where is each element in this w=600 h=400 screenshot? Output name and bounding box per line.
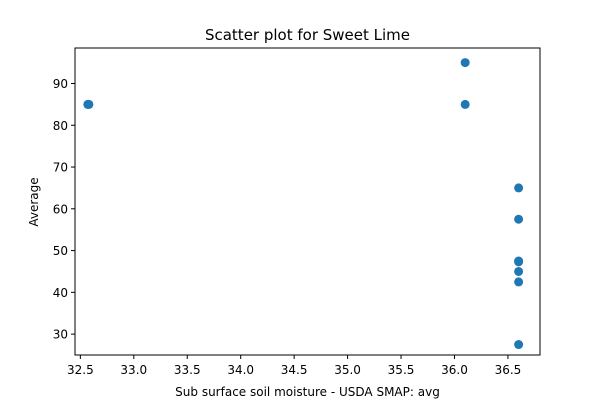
y-tick-label: 50 — [53, 244, 68, 258]
chart-title: Scatter plot for Sweet Lime — [205, 26, 410, 44]
y-tick-label: 80 — [53, 119, 68, 133]
x-tick-label: 34.5 — [281, 363, 308, 377]
x-tick-label: 34.0 — [227, 363, 254, 377]
scatter-point — [84, 99, 94, 109]
scatter-point — [460, 58, 470, 68]
x-tick-label: 35.0 — [334, 363, 361, 377]
y-tick-label: 90 — [53, 77, 68, 91]
y-tick-label: 40 — [53, 286, 68, 300]
scatter-point — [514, 340, 524, 350]
x-tick-label: 36.5 — [495, 363, 522, 377]
scatter-point — [460, 99, 470, 109]
y-tick-label: 60 — [53, 202, 68, 216]
scatter-point — [514, 277, 524, 287]
x-tick-label: 33.5 — [174, 363, 201, 377]
scatter-point — [514, 257, 524, 267]
x-tick-label: 35.5 — [388, 363, 415, 377]
y-axis: 30 40 50 60 70 80 90 — [53, 77, 75, 342]
x-axis-label: Sub surface soil moisture - USDA SMAP: a… — [175, 385, 440, 399]
x-tick-label: 32.5 — [67, 363, 94, 377]
plot-frame — [74, 47, 541, 356]
x-axis: 32.5 33.0 33.5 34.0 34.5 35.0 35.5 36.0 36.5 — [67, 355, 521, 377]
scatter-point — [514, 214, 524, 224]
scatter-point — [514, 183, 524, 193]
x-tick-label: 36.0 — [441, 363, 468, 377]
data-points — [83, 58, 524, 350]
y-axis-label: Average — [27, 177, 41, 226]
x-tick-label: 33.0 — [120, 363, 147, 377]
y-tick-label: 30 — [53, 328, 68, 342]
scatter-point — [514, 266, 524, 276]
y-tick-label: 70 — [53, 161, 68, 175]
